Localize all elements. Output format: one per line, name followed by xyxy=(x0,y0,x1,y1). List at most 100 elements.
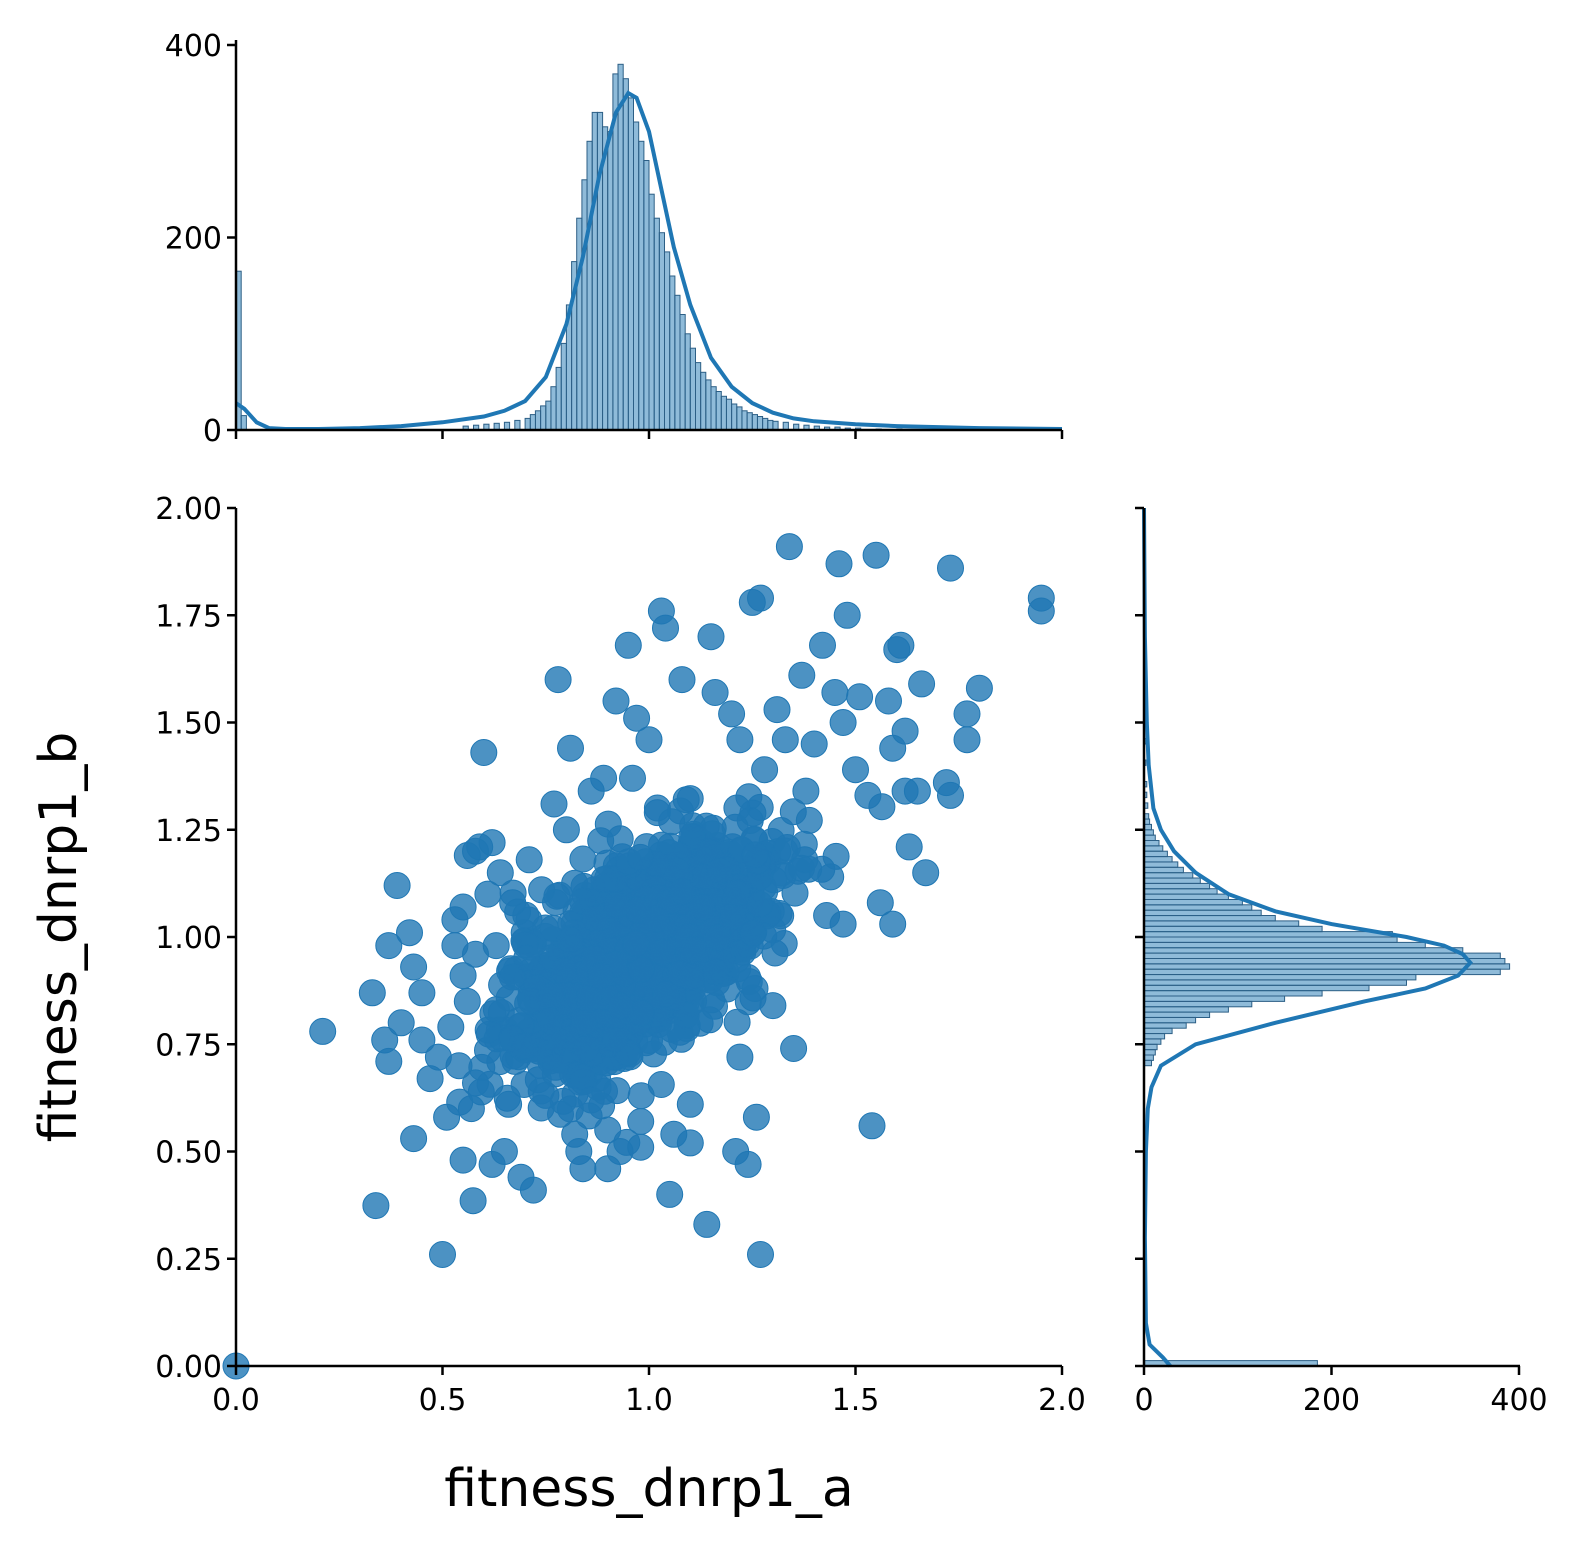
scatter-point xyxy=(693,1210,721,1238)
x-tick-label: 0.0 xyxy=(212,1383,260,1418)
top-histogram-bar xyxy=(700,371,707,431)
scatter-point xyxy=(457,1095,485,1123)
scatter-point xyxy=(569,1063,596,1091)
y-axis-title: fitness_dnrp1_b xyxy=(29,732,89,1143)
scatter-point xyxy=(953,726,981,754)
scatter-point xyxy=(676,1129,704,1157)
scatter-point xyxy=(825,550,853,578)
top-histogram-bar xyxy=(591,111,598,431)
scatter-point xyxy=(739,919,767,947)
scatter-point xyxy=(515,846,543,874)
right-kde-curve xyxy=(1142,507,1474,1368)
right-x-ticks: 0 200 400 xyxy=(1134,1366,1548,1418)
right-marginal-histogram: 0 200 400 xyxy=(1134,506,1548,1418)
scatter-point xyxy=(953,700,981,728)
scatter-point xyxy=(678,823,706,850)
right-histogram-bar xyxy=(1143,872,1194,879)
scatter-point xyxy=(490,1138,518,1165)
scatter-point xyxy=(474,880,502,908)
scatter-point xyxy=(619,764,646,792)
right-histogram-bar xyxy=(1143,1043,1158,1051)
x-tick-label: 2.0 xyxy=(1038,1383,1086,1418)
scatter-point xyxy=(723,879,751,907)
top-histogram-bar xyxy=(529,414,536,431)
right-histogram-bar xyxy=(1143,931,1393,938)
joint-y-ticks: 0.00 0.25 0.50 0.75 1.00 1.25 1.50 1.75 2.00 xyxy=(155,492,236,1385)
scatter-point xyxy=(908,670,936,698)
scatter-point xyxy=(470,739,498,766)
scatter-point xyxy=(445,1052,473,1080)
top-histogram-bar xyxy=(627,97,634,431)
scatter-point xyxy=(627,1133,655,1161)
top-histogram-bar xyxy=(550,386,557,431)
scatter-point xyxy=(462,1069,489,1097)
top-histogram-bar xyxy=(514,419,521,431)
right-histogram-bar xyxy=(1143,995,1286,1002)
scatter-point xyxy=(887,631,915,659)
top-histogram-bar xyxy=(617,63,624,431)
scatter-point xyxy=(672,786,700,814)
right-histogram-bar xyxy=(1143,947,1464,954)
scatter-point xyxy=(703,924,731,952)
scatter-point xyxy=(602,687,630,715)
top-histogram-bar xyxy=(725,398,733,431)
scatter-point xyxy=(607,992,634,1020)
right-histogram-bar xyxy=(1143,1022,1187,1029)
scatter-point xyxy=(677,963,705,991)
top-y-tick-label: 0 xyxy=(203,414,222,449)
scatter-point xyxy=(459,1187,487,1215)
scatter-point xyxy=(581,905,609,932)
scatter-point xyxy=(1027,597,1055,625)
scatter-point xyxy=(937,781,964,809)
scatter-point xyxy=(846,683,874,711)
scatter-point xyxy=(688,893,716,921)
right-histogram-bar xyxy=(1143,840,1160,847)
scatter-point xyxy=(759,992,787,1020)
scatter-point xyxy=(606,825,634,853)
right-histogram-bar xyxy=(1143,866,1184,874)
scatter-point xyxy=(903,777,931,805)
scatter-point xyxy=(701,679,729,706)
top-histogram-bar xyxy=(633,121,640,431)
scatter-point xyxy=(726,1043,754,1071)
scatter-point xyxy=(499,889,527,917)
scatter-point xyxy=(396,919,423,947)
scatter-point xyxy=(453,987,481,1015)
scatter-point xyxy=(449,1146,477,1174)
right-x-tick-label: 0 xyxy=(1134,1383,1153,1418)
scatter-point xyxy=(627,956,655,983)
right-histogram-bar xyxy=(1143,1049,1156,1056)
scatter-point xyxy=(642,905,670,933)
scatter-point xyxy=(614,631,642,659)
y-tick-label: 0.25 xyxy=(155,1243,222,1278)
scatter-point xyxy=(603,891,631,919)
top-histogram-bar xyxy=(705,379,712,431)
scatter-point xyxy=(375,932,403,960)
scatter-point xyxy=(358,979,386,1007)
scatter-point xyxy=(478,829,506,857)
top-histogram-bars xyxy=(235,63,903,431)
top-histogram-bar xyxy=(751,414,758,431)
y-tick-label: 1.25 xyxy=(155,814,222,849)
scatter-point xyxy=(590,866,618,893)
scatter-point xyxy=(513,944,541,972)
scatter-point xyxy=(912,859,940,887)
right-x-tick-label: 400 xyxy=(1490,1383,1547,1418)
scatter-point xyxy=(879,910,907,938)
scatter-point xyxy=(895,833,923,861)
scatter-point xyxy=(577,1086,605,1114)
y-tick-label: 1.75 xyxy=(155,599,222,634)
scatter-point xyxy=(866,889,894,917)
scatter-point xyxy=(726,726,754,754)
scatter-points xyxy=(222,533,1055,1380)
scatter-point xyxy=(891,717,919,745)
right-histogram-bar xyxy=(1143,979,1407,986)
right-histogram-bar xyxy=(1143,909,1262,917)
top-y-tick-label: 200 xyxy=(165,222,222,257)
scatter-point xyxy=(702,958,730,986)
top-x-ticks xyxy=(234,430,1064,439)
scatter-point xyxy=(875,687,902,715)
right-histogram-bar xyxy=(1143,1033,1166,1040)
scatter-point xyxy=(833,601,861,629)
joint-scatter-panel: 0.0 0.5 1.0 1.5 2.0 0.00 0.25 0.50 0.75 1.00 1.25… xyxy=(29,492,1086,1519)
